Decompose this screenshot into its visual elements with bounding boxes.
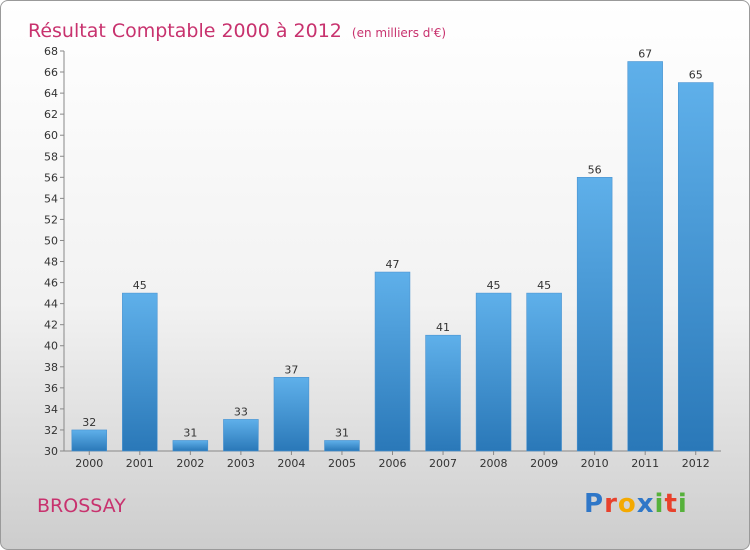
y-tick-label: 54 [44,192,58,205]
title-main: Résultat Comptable 2000 à 2012 [28,20,342,42]
y-tick-label: 32 [44,424,58,437]
bar-value-label: 45 [487,279,501,292]
bar-2005 [324,440,360,452]
bar-value-label: 31 [335,426,349,439]
x-tick-label: 2001 [126,457,154,470]
bar-2002 [172,440,209,452]
bar-2000 [71,429,108,452]
bar-2006 [374,271,411,452]
y-tick-label: 60 [44,129,58,142]
x-tick-label: 2002 [176,457,204,470]
x-tick-label: 2000 [75,457,103,470]
chart-title: Résultat Comptable 2000 à 2012 (en millie… [28,7,446,45]
x-tick-label: 2007 [429,457,457,470]
y-tick-label: 52 [44,213,58,226]
x-tick-label: 2011 [631,457,659,470]
bar-2001 [122,292,158,452]
y-tick-label: 58 [44,150,58,163]
y-tick-label: 56 [44,171,58,184]
logo-letter: i [654,489,665,519]
bar-2012 [677,82,714,452]
logo-letter: i [677,489,688,519]
y-tick-label: 44 [44,298,58,311]
bar-2010 [576,177,613,452]
bars: 32 45 31 33 37 31 47 41 45 45 56 67 65 [71,48,714,452]
logo-letter: x [636,489,655,519]
x-tick-label: 2003 [227,457,255,470]
y-tick-label: 38 [44,361,58,374]
bar-2007 [425,334,461,452]
y-tick-label: 50 [44,234,58,247]
bar-value-label: 45 [133,279,147,292]
x-tick-label: 2009 [530,457,558,470]
bar-value-label: 41 [436,321,450,334]
x-tick-label: 2004 [277,457,305,470]
y-axis: 30 32 34 36 38 40 42 44 46 48 50 52 54 56 58 60 62 64 66 68 [44,45,64,458]
x-axis: 2000 2001 2002 2003 2004 2005 2006 2007 2008 2009… [75,451,710,470]
x-tick-label: 2005 [328,457,356,470]
bar-value-label: 56 [588,163,602,176]
y-tick-label: 34 [44,403,58,416]
x-tick-label: 2008 [480,457,508,470]
bar-value-label: 31 [183,426,197,439]
bar-value-label: 32 [82,416,96,429]
bar-value-label: 37 [284,363,298,376]
logo-letter: r [604,489,618,519]
bar-2008 [475,292,512,452]
y-tick-label: 30 [44,445,58,458]
y-tick-label: 66 [44,66,58,79]
bar-value-label: 65 [689,69,703,82]
y-tick-label: 46 [44,277,58,290]
y-tick-label: 42 [44,319,58,332]
bar-value-label: 45 [537,279,551,292]
bar-value-label: 47 [386,258,400,271]
y-tick-label: 48 [44,256,58,269]
x-tick-label: 2010 [581,457,609,470]
x-tick-label: 2012 [682,457,710,470]
bar-2011 [627,61,663,452]
bar-2009 [526,292,562,452]
y-tick-label: 40 [44,340,58,353]
commune-name: BROSSAY [37,495,126,517]
logo-letter: t [664,489,678,519]
title-unit: (en milliers d'€) [351,26,447,40]
y-tick-label: 68 [44,45,58,58]
bar-value-label: 67 [638,48,652,61]
y-tick-label: 36 [44,382,58,395]
bar-2003 [223,419,259,452]
bar-2004 [273,377,310,452]
y-tick-label: 64 [44,87,58,100]
bar-value-label: 33 [234,405,248,418]
x-tick-label: 2006 [379,457,407,470]
logo-letter: o [617,489,637,519]
y-tick-label: 62 [44,108,58,121]
proxiti-logo: Proxiti [584,489,688,519]
logo-letter: P [584,489,605,519]
